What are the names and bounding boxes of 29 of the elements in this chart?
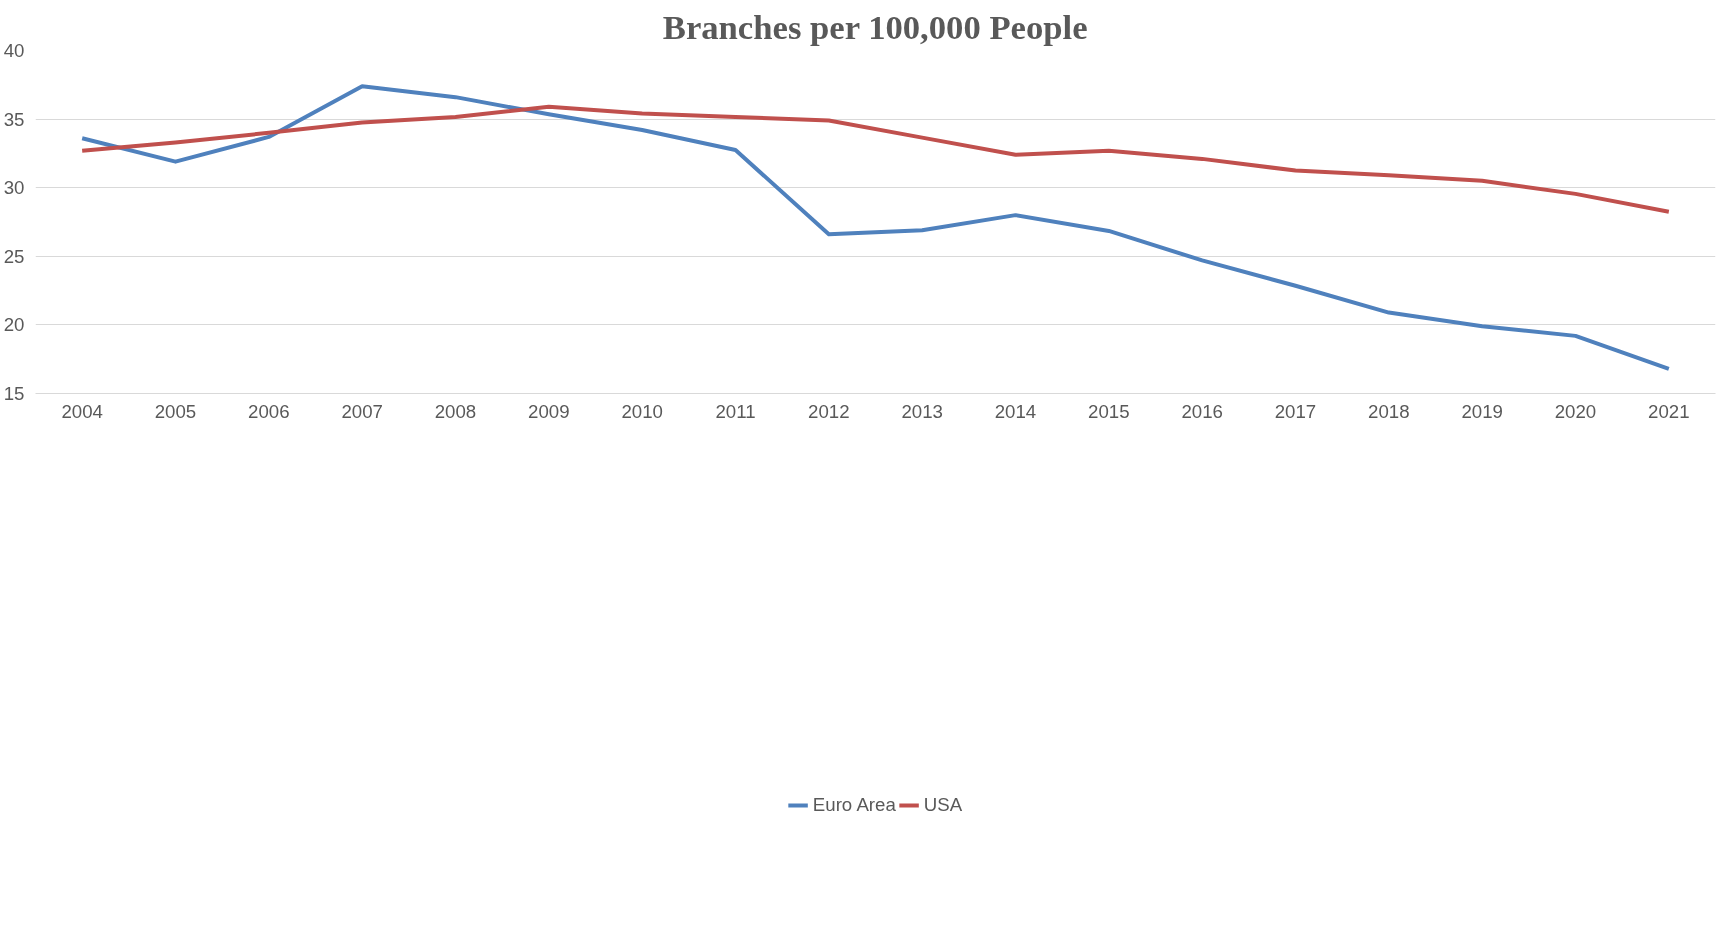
x-tick-label: 2013: [901, 400, 943, 422]
y-tick-label: 25: [3, 245, 25, 267]
x-tick-label: 2008: [434, 400, 477, 422]
line-series: [80, 84, 1671, 371]
x-tick-label: 2005: [154, 400, 197, 422]
x-tick-label: 2021: [1648, 400, 1690, 422]
y-tick-label: 15: [3, 383, 25, 404]
y-tick-label: 20: [3, 314, 25, 336]
x-tick-label: 2020: [1554, 400, 1597, 422]
x-tick-label: 2018: [1368, 400, 1410, 422]
x-tick-label: 2017: [1274, 400, 1317, 422]
x-tick-label: 2009: [528, 400, 570, 422]
x-tick-label: 2007: [341, 400, 383, 422]
legend-label: USA: [923, 793, 963, 816]
line-series: [80, 104, 1671, 214]
x-tick-label: 2012: [808, 400, 850, 422]
x-tick-label: 2015: [1088, 400, 1130, 422]
y-tick-label: 30: [3, 177, 25, 199]
chart-title: Branches per 100,000 People: [662, 7, 1088, 46]
y-tick-label: 40: [3, 40, 25, 61]
y-tick-label: 35: [3, 108, 25, 130]
x-tick-label: 2010: [621, 400, 663, 422]
x-tick-label: 2014: [994, 400, 1037, 422]
x-tick-label: 2011: [715, 400, 756, 422]
x-tick-label: 2016: [1181, 400, 1223, 422]
legend-label: Euro Area: [812, 793, 896, 816]
x-tick-label: 2004: [61, 400, 103, 422]
x-tick-label: 2006: [248, 400, 290, 422]
x-tick-label: 2019: [1461, 400, 1503, 422]
